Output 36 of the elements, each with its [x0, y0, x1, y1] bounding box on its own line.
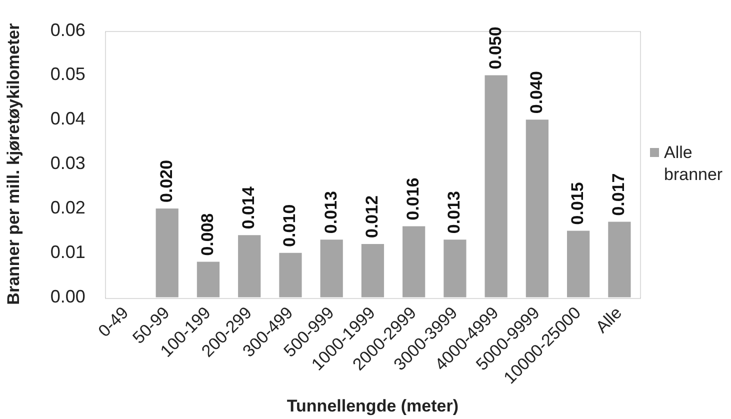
bar — [526, 120, 549, 298]
bar — [402, 226, 426, 298]
data-label: 0.014 — [239, 186, 258, 230]
data-label: 0.012 — [362, 195, 382, 238]
bar — [196, 262, 220, 298]
bar — [279, 252, 302, 298]
y-tick-label: 0.06 — [50, 20, 86, 40]
data-label: 0.015 — [568, 182, 588, 225]
y-tick-label: 0.05 — [50, 64, 86, 84]
x-tick-label: Alle — [592, 303, 626, 337]
data-label: 0.013 — [444, 191, 464, 234]
bar — [444, 240, 466, 298]
data-label: 0.020 — [156, 160, 176, 202]
data-label: 0.010 — [280, 204, 300, 247]
x-tick-label: 0-49 — [94, 303, 132, 341]
bar — [567, 230, 590, 298]
y-tick-label: 0.04 — [50, 108, 86, 129]
data-label: 0.040 — [526, 71, 546, 114]
x-axis-title: Tunnellengde (meter) — [286, 396, 459, 416]
bar — [238, 235, 261, 298]
bar — [156, 208, 178, 298]
y-tick-label: 0.00 — [50, 286, 86, 306]
data-label: 0.050 — [486, 26, 505, 70]
bar — [320, 240, 343, 298]
bar — [608, 222, 631, 298]
data-label: 0.016 — [404, 178, 423, 220]
y-tick-label: 0.03 — [50, 153, 86, 174]
y-axis-title: Branner per mill. kjøretøykilometer — [4, 22, 23, 305]
data-label: 0.013 — [321, 191, 340, 234]
y-tick-label: 0.01 — [50, 242, 86, 262]
bar — [361, 244, 384, 298]
data-label: 0.008 — [198, 213, 217, 256]
legend-label: Alle branner — [664, 142, 724, 186]
y-tick-label: 0.02 — [50, 197, 86, 218]
data-label: 0.017 — [609, 173, 628, 216]
bar — [484, 75, 508, 298]
